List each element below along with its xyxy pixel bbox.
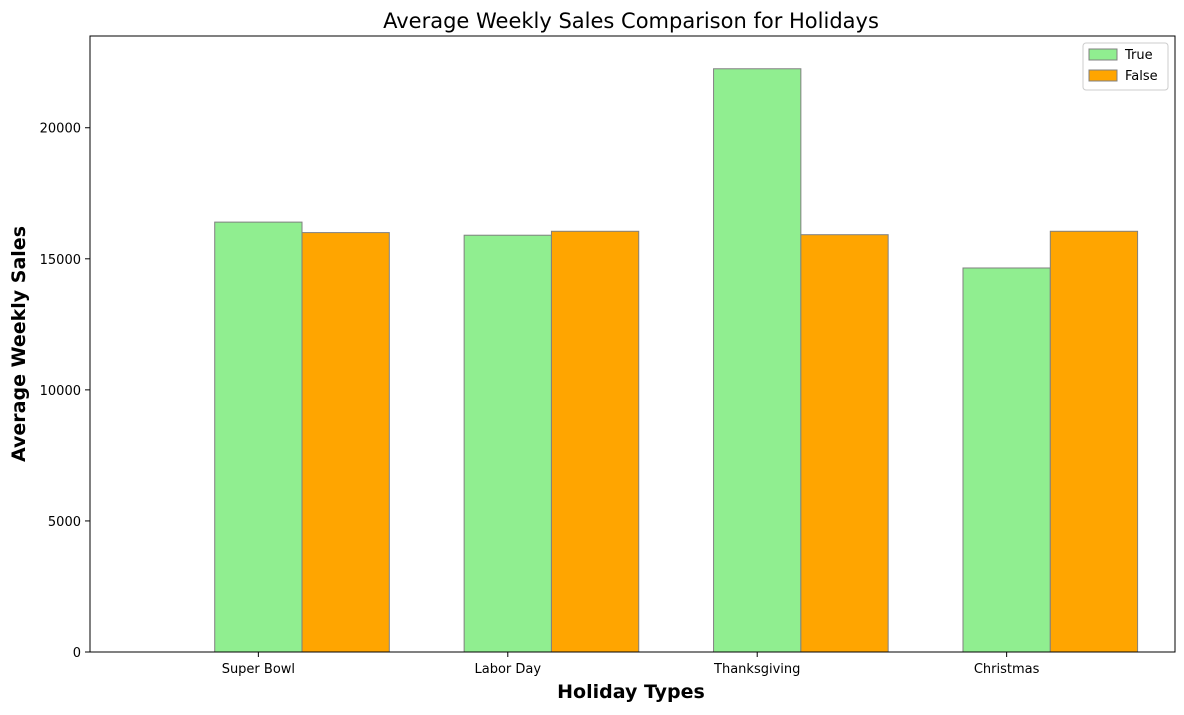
bar — [713, 68, 802, 653]
bar — [214, 221, 303, 653]
legend-label: True — [1124, 48, 1153, 63]
x-tick-label: Christmas — [974, 662, 1040, 677]
bar — [1049, 230, 1139, 653]
y-tick-label: 20000 — [40, 122, 81, 137]
x-tick-label: Labor Day — [475, 662, 542, 677]
bars-layer — [214, 68, 1139, 653]
y-axis: 0 5000 10000 15000 20000 — [40, 122, 90, 661]
legend: True False — [1082, 42, 1169, 91]
bar — [962, 267, 1051, 653]
x-axis-label: Holiday Types — [557, 681, 705, 703]
bar — [800, 234, 889, 653]
y-tick-label: 5000 — [48, 515, 81, 530]
y-tick-label: 10000 — [40, 384, 81, 399]
y-axis-label: Average Weekly Sales — [8, 226, 30, 462]
y-tick-label: 0 — [73, 646, 81, 661]
bar — [550, 230, 640, 653]
y-tick-label: 15000 — [40, 253, 81, 268]
bar — [463, 234, 552, 653]
plot-frame — [89, 35, 1176, 653]
legend-swatch — [1088, 48, 1118, 61]
legend-swatch — [1088, 69, 1118, 82]
chart-title: Average Weekly Sales Comparison for Holi… — [383, 9, 879, 33]
x-tick-label: Thanksgiving — [713, 662, 800, 677]
legend-label: False — [1125, 69, 1158, 84]
x-axis: Super Bowl Labor Day Thanksgiving Christmas — [222, 652, 1040, 677]
x-tick-label: Super Bowl — [222, 662, 295, 677]
bar — [301, 232, 390, 653]
